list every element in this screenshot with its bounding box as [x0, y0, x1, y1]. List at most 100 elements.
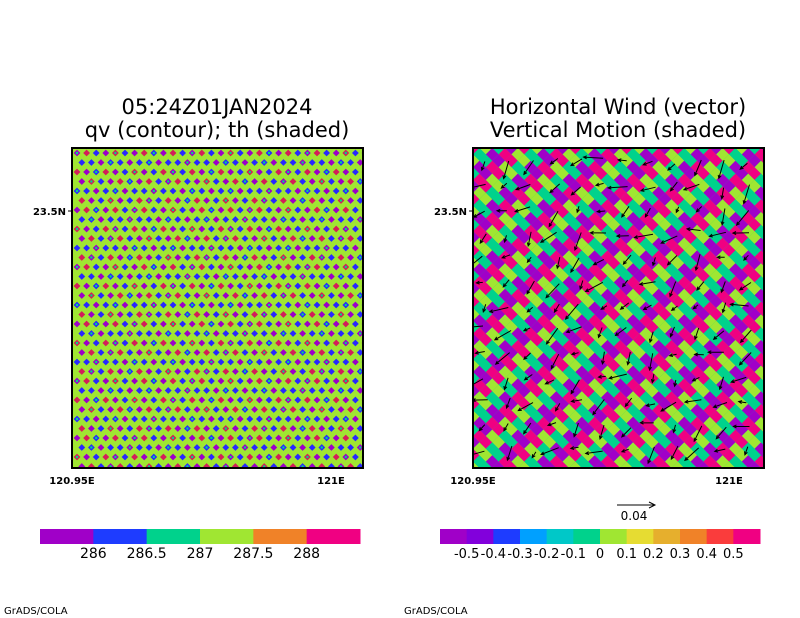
left-shading-cell	[227, 244, 234, 252]
left-shading-cell	[337, 178, 345, 185]
left-shading-cell	[78, 444, 86, 451]
right-shading-cell	[754, 237, 764, 251]
right-shading-cell	[594, 308, 608, 321]
right-shading-cell	[505, 461, 518, 468]
left-shading-cell	[140, 206, 148, 214]
left-shading-cell	[356, 387, 363, 394]
left-shading-cell	[352, 339, 359, 347]
wind-vector	[488, 307, 509, 314]
left-contour-dot	[248, 398, 251, 402]
right-shading-cell	[665, 148, 678, 161]
right-shading-cell	[767, 250, 780, 263]
left-shading-cell	[131, 263, 138, 271]
left-contour-dot	[75, 303, 79, 307]
right-shading-cell	[684, 384, 697, 398]
left-contour-dot	[248, 284, 251, 288]
right-shading-cell	[473, 404, 486, 417]
left-shading-cell	[289, 330, 297, 337]
left-shading-cell	[246, 473, 253, 480]
right-shading-cell	[562, 429, 576, 443]
left-shading-cell	[265, 206, 273, 214]
wind-vector	[570, 351, 579, 356]
left-shading-cell	[289, 444, 297, 451]
right-shading-cell	[626, 327, 640, 340]
left-contour-dot	[75, 189, 79, 193]
left-shading-cell	[328, 178, 335, 185]
right-shading-cell	[569, 180, 582, 193]
wind-vector	[693, 352, 704, 357]
right-shading-cell	[575, 429, 589, 443]
left-shading-cell	[304, 473, 311, 480]
right-shading-cell	[485, 212, 499, 225]
right-shading-cell	[581, 372, 595, 385]
left-shading-cell	[198, 377, 206, 385]
left-shading-cell	[126, 235, 134, 242]
left-contour-dot	[320, 408, 323, 411]
right-shading-cell	[722, 333, 736, 347]
right-shading-cell	[607, 295, 621, 308]
left-shading-cell	[73, 358, 81, 366]
left-shading-cell	[212, 311, 220, 318]
left-shading-cell	[376, 254, 383, 261]
left-shading-cell	[217, 358, 225, 366]
left-shading-cell	[308, 216, 316, 223]
right-shading-cell	[581, 423, 595, 436]
wind-vector	[501, 254, 511, 259]
left-plot-frame	[71, 147, 364, 469]
left-contour-dot	[147, 161, 151, 164]
left-contour-dot	[263, 199, 266, 202]
right-shading-cell	[613, 352, 627, 366]
left-colorbar-swatch	[306, 529, 361, 544]
left-shading-cell	[97, 387, 105, 394]
right-shading-cell	[754, 442, 764, 456]
left-shading-cell	[198, 225, 206, 233]
right-shading-cell	[479, 192, 493, 206]
right-shading-cell	[588, 455, 601, 468]
left-shading-cell	[203, 463, 210, 468]
left-shading-cell	[83, 377, 90, 385]
left-shading-cell	[294, 225, 302, 233]
right-shading-cell	[703, 416, 717, 430]
left-shading-cell	[212, 368, 220, 375]
right-shading-cell	[697, 295, 710, 308]
left-shading-cell	[155, 387, 162, 394]
left-shading-cell	[275, 377, 282, 385]
wind-vector	[546, 422, 557, 427]
left-shading-cell	[342, 396, 350, 404]
right-shading-cell	[741, 276, 755, 289]
right-shading-cell	[581, 256, 595, 270]
left-shading-cell	[102, 282, 110, 290]
right-shading-cell	[658, 423, 672, 436]
left-shading-cell	[88, 311, 95, 318]
left-shading-cell	[217, 149, 225, 157]
right-shading-cell	[505, 231, 518, 244]
left-shading-cell	[73, 396, 81, 404]
left-contour-dot	[171, 284, 175, 288]
left-shading-cell	[78, 197, 86, 204]
right-shading-cell	[671, 148, 685, 155]
right-shading-cell	[562, 404, 576, 417]
left-shading-cell	[203, 273, 210, 280]
left-contour-dot	[191, 227, 194, 231]
left-shading-cell	[222, 216, 230, 223]
right-shading-cell	[524, 148, 537, 161]
right-shading-cell	[722, 320, 736, 334]
wind-vector	[539, 231, 557, 243]
left-shading-cell	[371, 321, 378, 328]
left-contour-dot	[224, 313, 227, 316]
right-shading-cell	[671, 256, 685, 270]
right-shading-cell	[633, 295, 646, 308]
right-shading-cell	[473, 333, 480, 347]
left-shading-cell	[169, 225, 177, 233]
left-contour-dot	[210, 398, 213, 402]
left-shading-cell	[193, 311, 201, 318]
left-contour-dot	[224, 427, 227, 430]
right-shading-cell	[517, 436, 531, 449]
right-shading-cell	[537, 276, 550, 289]
left-shading-cell	[337, 254, 345, 261]
wind-vector	[650, 373, 655, 384]
left-shading-cell	[155, 330, 162, 337]
left-contour-dot	[287, 360, 290, 364]
left-shading-cell	[328, 349, 335, 356]
left-shading-cell	[265, 396, 273, 404]
